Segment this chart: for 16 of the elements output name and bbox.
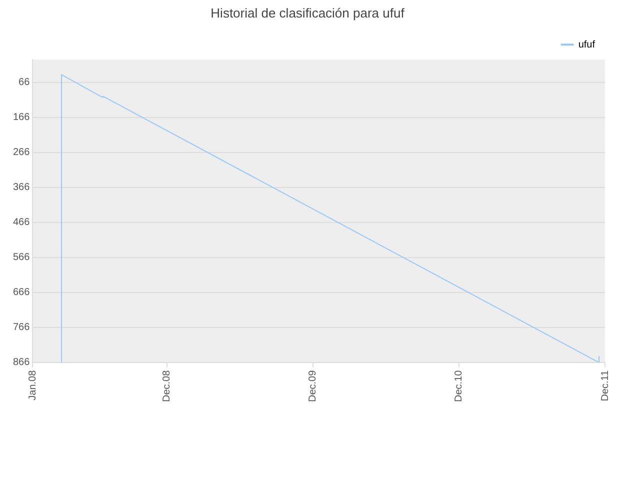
- x-tick-label: Dec.10: [454, 370, 465, 402]
- chart-title: Historial de clasificación para ufuf: [210, 5, 405, 20]
- y-tick-label: 666: [12, 287, 30, 298]
- x-tick-label: Dec.08: [162, 370, 173, 402]
- x-tick-label: Dec.09: [308, 370, 319, 402]
- y-tick-label: 66: [18, 77, 30, 88]
- y-tick-label: 466: [12, 217, 30, 228]
- x-tick-label: Dec.11: [600, 370, 611, 402]
- y-tick-label: 266: [12, 147, 30, 158]
- y-tick-label: 766: [12, 322, 30, 334]
- y-tick-label: 566: [12, 252, 30, 264]
- legend-label: ufuf: [578, 39, 596, 50]
- y-tick-label: 166: [12, 112, 30, 124]
- y-tick-label: 866: [12, 357, 30, 368]
- x-tick-label: Jan.08: [27, 370, 38, 400]
- y-tick-label: 366: [12, 182, 30, 194]
